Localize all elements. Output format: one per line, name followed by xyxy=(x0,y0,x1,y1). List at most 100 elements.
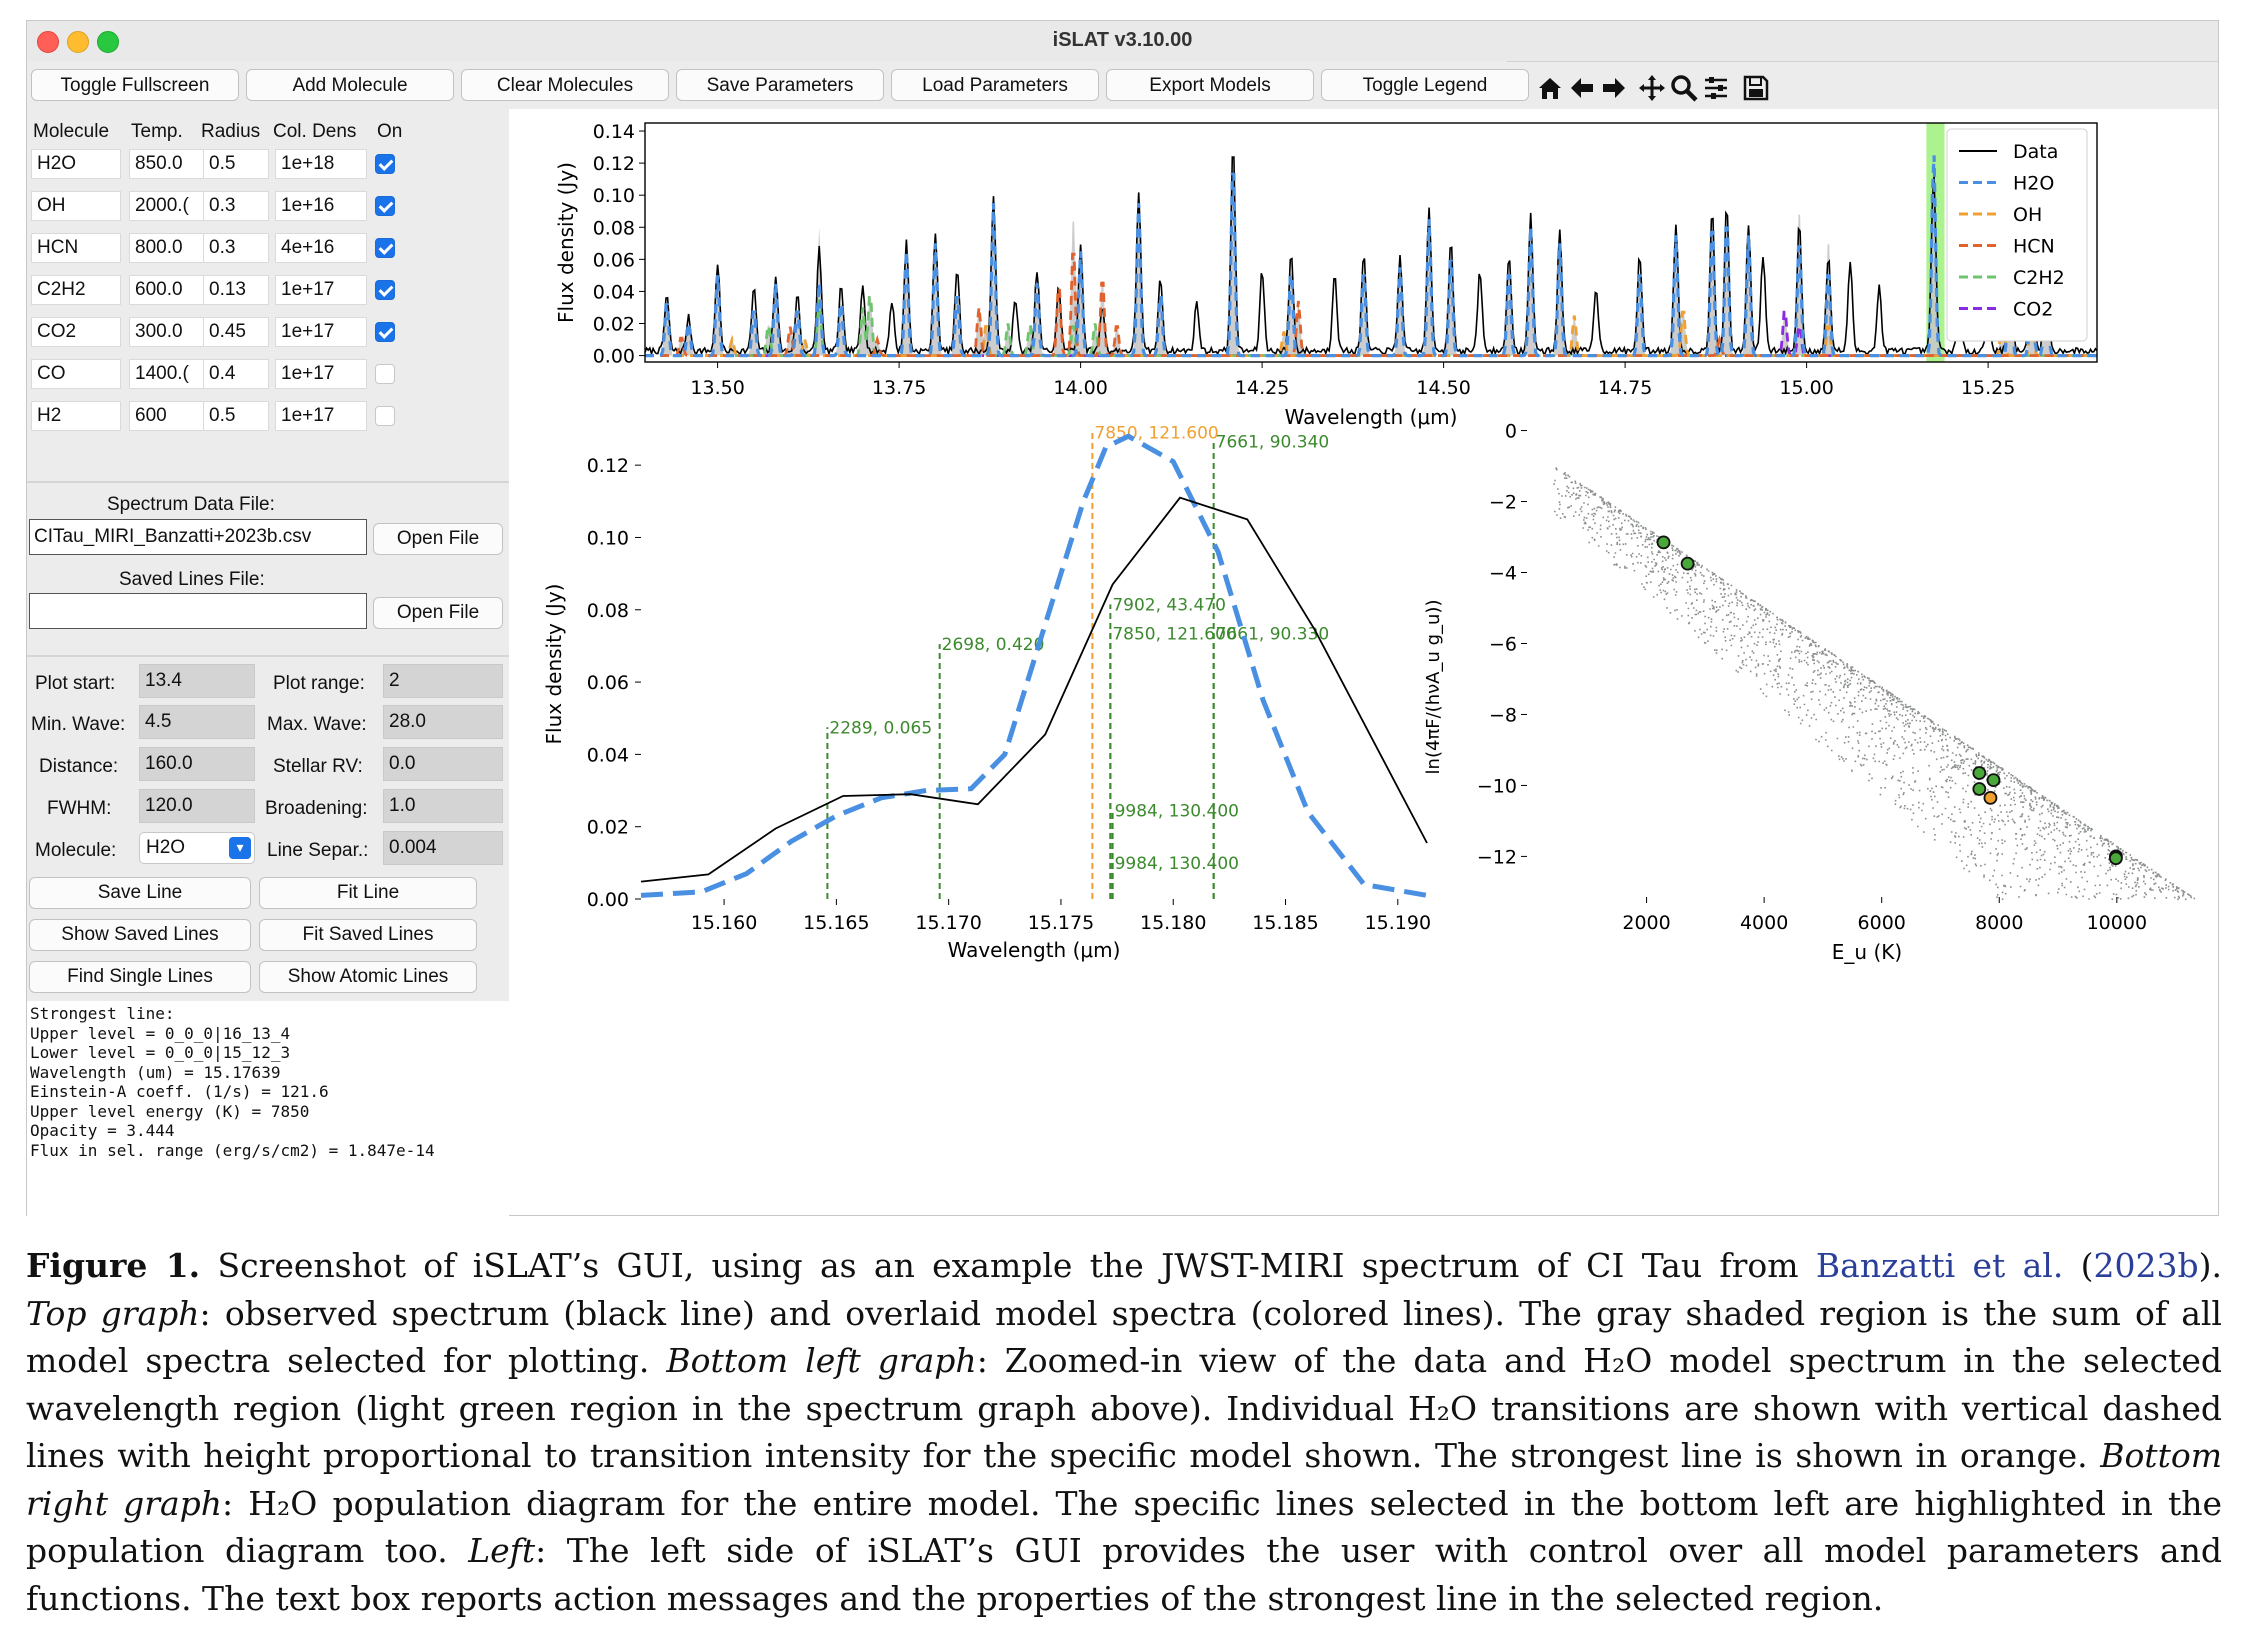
radius-input[interactable]: 0.5 xyxy=(203,401,269,431)
temperature-input[interactable]: 600.0 xyxy=(129,275,217,305)
molecule-name-input[interactable]: CO xyxy=(31,359,121,389)
caption-line: wavelength region (light green region in… xyxy=(26,1385,2222,1433)
plot-canvas[interactable]: 13.50 13.75 14.00 14.25 14.50 14.75 15.00 15.25… xyxy=(509,109,2218,1215)
plots-svg[interactable]: 13.50 13.75 14.00 14.25 14.50 14.75 15.00 15.25… xyxy=(509,109,2218,1215)
fit-line-button[interactable]: Fit Line xyxy=(259,877,477,909)
molecule-on-checkbox[interactable] xyxy=(375,322,395,342)
column-density-input[interactable]: 1e+17 xyxy=(275,317,367,347)
plot-range-label: Plot range: xyxy=(273,673,365,694)
export-models-button[interactable]: Export Models xyxy=(1106,69,1314,101)
column-density-input[interactable]: 4e+16 xyxy=(275,233,367,263)
save-line-button[interactable]: Save Line xyxy=(29,877,251,909)
column-density-input[interactable]: 1e+18 xyxy=(275,149,367,179)
save-icon[interactable] xyxy=(1741,73,1771,103)
molecule-name-input[interactable]: CO2 xyxy=(31,317,121,347)
molecule-select[interactable]: H2O ▾ xyxy=(139,832,255,864)
max-wave-input[interactable]: 28.0 xyxy=(383,705,503,739)
save-parameters-button[interactable]: Save Parameters xyxy=(676,69,884,101)
caption-line: Figure 1. Screenshot of iSLAT’s GUI, usi… xyxy=(26,1242,2222,1290)
y-tick-label: −12 xyxy=(1477,846,1517,868)
toggle-fullscreen-button[interactable]: Toggle Fullscreen xyxy=(31,69,239,101)
control-panel: Molecule Temp. Radius Col. Dens On H2O 85… xyxy=(27,111,509,1217)
distance-input[interactable]: 160.0 xyxy=(139,747,255,781)
x-axis-label: E_u (K) xyxy=(1832,940,1902,964)
load-parameters-button[interactable]: Load Parameters xyxy=(891,69,1099,101)
citation-link[interactable]: 2023b xyxy=(2093,1246,2199,1285)
distance-label: Distance: xyxy=(39,756,119,777)
forward-arrow-icon[interactable] xyxy=(1599,73,1629,103)
x-tick-label: 4000 xyxy=(1740,912,1788,934)
zoom-icon[interactable] xyxy=(1669,73,1699,103)
radius-input[interactable]: 0.4 xyxy=(203,359,269,389)
column-density-input[interactable]: 1e+17 xyxy=(275,401,367,431)
molecule-on-checkbox[interactable] xyxy=(375,154,395,174)
back-arrow-icon[interactable] xyxy=(1567,73,1597,103)
stellar-rv-input[interactable]: 0.0 xyxy=(383,747,503,781)
app-window: iSLAT v3.10.00 Toggle Fullscreen Add Mol… xyxy=(26,20,2219,1217)
x-axis-label: Wavelength (μm) xyxy=(1285,405,1458,429)
column-density-input[interactable]: 1e+17 xyxy=(275,275,367,305)
transition-label: 2289, 0.065 xyxy=(829,718,932,738)
fwhm-input[interactable]: 120.0 xyxy=(139,789,255,823)
fit-saved-lines-button[interactable]: Fit Saved Lines xyxy=(259,919,477,951)
molecule-on-checkbox[interactable] xyxy=(375,238,395,258)
spectrum-file-label: Spectrum Data File: xyxy=(107,494,275,515)
temperature-input[interactable]: 850.0 xyxy=(129,149,217,179)
toggle-legend-button[interactable]: Toggle Legend xyxy=(1321,69,1529,101)
plot-range-input[interactable]: 2 xyxy=(383,664,503,698)
temperature-input[interactable]: 800.0 xyxy=(129,233,217,263)
molecule-name-input[interactable]: HCN xyxy=(31,233,121,263)
add-molecule-button[interactable]: Add Molecule xyxy=(246,69,454,101)
temperature-input[interactable]: 300.0 xyxy=(129,317,217,347)
citation-link[interactable]: Banzatti et al. xyxy=(1815,1246,2064,1285)
maximize-window-button[interactable] xyxy=(97,31,119,53)
info-text-box[interactable]: Strongest line: Upper level = 0_0_0|16_1… xyxy=(27,1001,509,1217)
open-spectrum-file-button[interactable]: Open File xyxy=(373,523,503,555)
saved-lines-file-label: Saved Lines File: xyxy=(119,569,265,590)
spectrum-axes-frame xyxy=(644,122,2098,363)
show-atomic-lines-button[interactable]: Show Atomic Lines xyxy=(259,961,477,993)
x-tick-label: 6000 xyxy=(1858,912,1906,934)
broadening-input[interactable]: 1.0 xyxy=(383,789,503,823)
caption-text: : H₂O population diagram for the entire … xyxy=(222,1483,2222,1523)
title-bar: iSLAT v3.10.00 xyxy=(27,21,2218,62)
x-tick-label: 15.190 xyxy=(1365,912,1431,934)
minimize-window-button[interactable] xyxy=(67,31,89,53)
plot-start-input[interactable]: 13.4 xyxy=(139,664,255,698)
molecule-name-input[interactable]: H2 xyxy=(31,401,121,431)
clear-molecules-button[interactable]: Clear Molecules xyxy=(461,69,669,101)
pan-icon[interactable] xyxy=(1637,73,1667,103)
spectrum-file-field[interactable]: CITau_MIRI_Banzatti+2023b.csv xyxy=(29,519,367,555)
close-window-button[interactable] xyxy=(37,31,59,53)
molecule-on-checkbox[interactable] xyxy=(375,364,395,384)
x-tick-label: 14.75 xyxy=(1598,377,1652,399)
radius-input[interactable]: 0.3 xyxy=(203,191,269,221)
molecule-name-input[interactable]: OH xyxy=(31,191,121,221)
y-tick-label: 0.04 xyxy=(587,744,629,766)
configure-icon[interactable] xyxy=(1701,73,1731,103)
radius-input[interactable]: 0.5 xyxy=(203,149,269,179)
column-density-input[interactable]: 1e+16 xyxy=(275,191,367,221)
radius-input[interactable]: 0.13 xyxy=(203,275,269,305)
molecule-on-checkbox[interactable] xyxy=(375,280,395,300)
info-line: Opacity = 3.444 xyxy=(30,1121,175,1140)
saved-lines-file-field[interactable] xyxy=(29,593,367,629)
molecule-name-input[interactable]: H2O xyxy=(31,149,121,179)
radius-input[interactable]: 0.3 xyxy=(203,233,269,263)
open-saved-lines-file-button[interactable]: Open File xyxy=(373,597,503,629)
legend-label: C2H2 xyxy=(2013,267,2065,289)
line-separ-input[interactable]: 0.004 xyxy=(383,831,503,865)
molecule-on-checkbox[interactable] xyxy=(375,406,395,426)
caption-text: Top graph xyxy=(26,1293,200,1333)
column-density-input[interactable]: 1e+17 xyxy=(275,359,367,389)
temperature-input[interactable]: 600 xyxy=(129,401,217,431)
highlighted-transition-point xyxy=(1656,535,1671,550)
show-saved-lines-button[interactable]: Show Saved Lines xyxy=(29,919,251,951)
molecule-on-checkbox[interactable] xyxy=(375,196,395,216)
find-single-lines-button[interactable]: Find Single Lines xyxy=(29,961,251,993)
molecule-name-input[interactable]: C2H2 xyxy=(31,275,121,305)
min-wave-input[interactable]: 4.5 xyxy=(139,705,255,739)
radius-input[interactable]: 0.45 xyxy=(203,317,269,347)
home-icon[interactable] xyxy=(1535,73,1565,103)
temperature-input[interactable]: 1400.( xyxy=(129,359,217,389)
